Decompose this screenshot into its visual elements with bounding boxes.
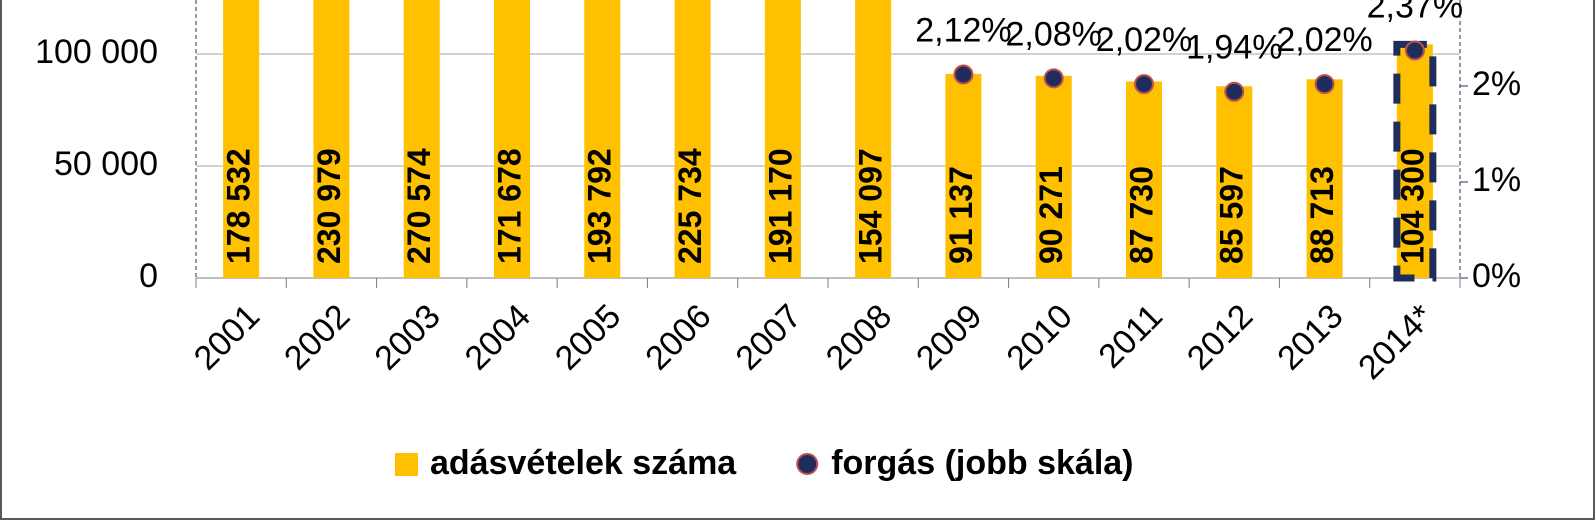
x-tick-label: 2003 — [367, 297, 447, 377]
bar — [584, 0, 621, 278]
point-value-label: 2,08% — [1006, 15, 1102, 53]
bar-value-label: 191 170 — [762, 148, 798, 264]
y2-tick-label: 1% — [1472, 161, 1521, 199]
point-value-label: 1,94% — [1186, 29, 1282, 67]
y-tick-label: 0 — [139, 257, 158, 295]
point — [1404, 40, 1425, 61]
x-tick-label: 2011 — [1091, 297, 1170, 376]
bar — [764, 0, 801, 278]
bar — [223, 0, 260, 278]
x-tick-label: 2010 — [999, 297, 1079, 377]
bar-value-label: 193 792 — [582, 148, 618, 264]
bar — [1396, 44, 1433, 279]
bar-value-label: 90 271 — [1033, 166, 1069, 264]
bar — [945, 73, 982, 278]
point — [1314, 74, 1335, 95]
bar — [1035, 75, 1072, 278]
x-tick-label: 2014* — [1351, 297, 1441, 387]
x-tick-label: 2009 — [909, 297, 989, 377]
x-tick-label: 2004 — [458, 297, 538, 377]
point — [1224, 81, 1245, 102]
bar-value-label: 225 734 — [672, 148, 708, 264]
bar — [855, 0, 892, 278]
bar-value-label: 104 300 — [1394, 148, 1430, 264]
bar-value-label: 87 730 — [1123, 166, 1159, 264]
legend-label: adásvételek száma — [430, 444, 737, 482]
x-tick-label: 2001 — [187, 297, 267, 377]
x-tick-label: 2012 — [1180, 297, 1260, 377]
x-tick-label: 2005 — [548, 297, 628, 377]
bar — [313, 0, 350, 278]
y2-tick-label: 2% — [1472, 65, 1521, 103]
legend-label: forgás (jobb skála) — [831, 444, 1133, 482]
point-value-label: 2,02% — [1276, 21, 1372, 59]
legend-swatch — [395, 453, 418, 476]
y2-tick-label: 0% — [1472, 257, 1521, 295]
legend-swatch — [796, 453, 819, 475]
x-tick-label: 2002 — [277, 297, 357, 377]
bar-value-label: 178 532 — [221, 148, 257, 264]
bar-value-label: 154 097 — [853, 148, 889, 264]
point — [1043, 68, 1064, 89]
x-tick-label: 2007 — [729, 297, 809, 377]
point — [1134, 74, 1154, 95]
bar — [1306, 79, 1343, 278]
bar-value-label: 270 574 — [401, 148, 437, 264]
bar-value-label: 85 597 — [1214, 166, 1250, 264]
bar-value-label: 230 979 — [311, 148, 347, 264]
bar — [1126, 81, 1162, 278]
bar — [1216, 86, 1253, 278]
bar — [403, 0, 440, 278]
y-tick-label: 50 000 — [54, 145, 158, 183]
point-value-label: 2,12% — [915, 11, 1011, 49]
bar-value-label: 91 137 — [943, 166, 979, 264]
y-tick-label: 100 000 — [35, 33, 158, 71]
point — [953, 64, 974, 85]
bar — [494, 0, 530, 278]
y2-tick-label: 3% — [1472, 0, 1521, 7]
bar — [674, 0, 711, 278]
x-tick-label: 2006 — [638, 297, 718, 377]
bar-value-label: 88 713 — [1304, 166, 1340, 264]
x-tick-label: 2008 — [819, 297, 899, 377]
point-value-label: 2,02% — [1096, 21, 1192, 59]
x-tick-label: 2013 — [1270, 297, 1350, 377]
point-value-label: 2,37% — [1367, 0, 1463, 25]
bar-value-label: 171 678 — [491, 148, 527, 264]
